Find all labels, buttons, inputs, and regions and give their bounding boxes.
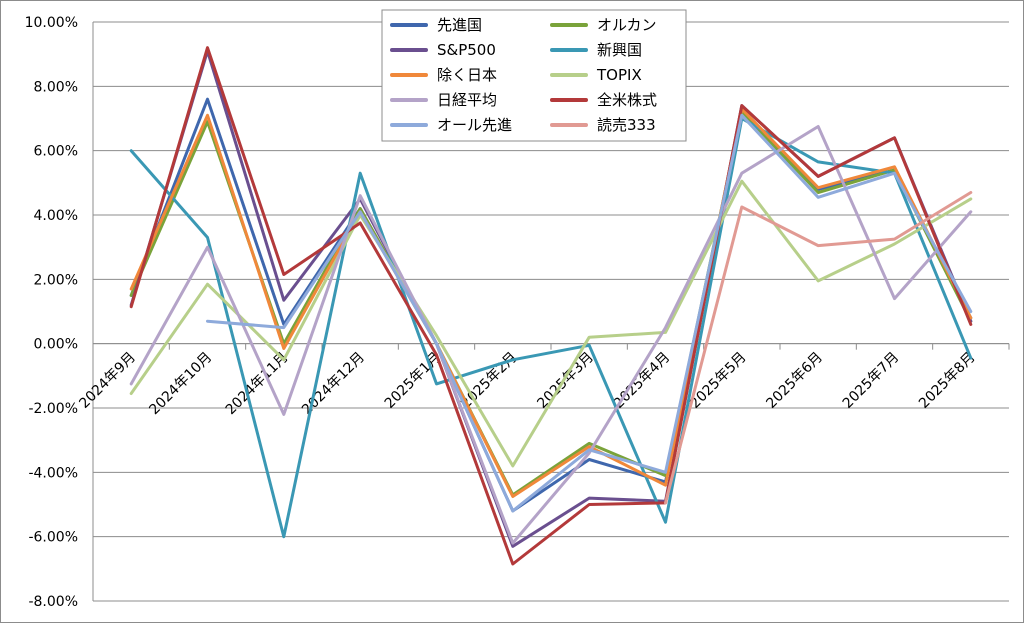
legend-label: 新興国 (597, 41, 642, 59)
y-tick-label: 2.00% (34, 272, 78, 288)
legend-label: 除く日本 (437, 66, 497, 84)
axes (92, 22, 1010, 601)
y-tick-label: 0.00% (34, 337, 78, 353)
series-line (664, 191, 973, 505)
y-tick-label: -8.00% (28, 594, 78, 610)
legend-label: TOPIX (596, 66, 642, 84)
x-tick-label: 2024年9月 (76, 349, 139, 412)
y-tick-label: 8.00% (34, 79, 78, 95)
legend-label: 日経平均 (437, 91, 497, 109)
y-tick-label: 10.00% (25, 15, 78, 31)
legend-label: 先進国 (437, 16, 482, 34)
legend-box (381, 9, 687, 142)
x-tick-label: 2025年8月 (916, 349, 979, 412)
y-tick-label: -2.00% (28, 401, 78, 417)
series-line (129, 107, 973, 498)
series-line (129, 117, 973, 539)
legend-label: オルカン (597, 16, 657, 34)
y-tick-label: -4.00% (28, 465, 78, 481)
series-line (129, 97, 973, 513)
series-line (206, 113, 973, 513)
series-line (129, 179, 973, 468)
y-tick-label: -6.00% (28, 530, 78, 546)
legend-label: 全米株式 (597, 91, 657, 109)
legend-label: S&P500 (437, 41, 496, 59)
series-line (129, 125, 973, 545)
y-axis-ticks: -8.00% -6.00% -4.00% -2.00% 0.00% 2.00% 4.00% 6… (25, 15, 78, 610)
legend-label: オール先進 (437, 116, 512, 134)
legend-label: 読売333 (597, 116, 656, 134)
x-tick-label: 2025年7月 (840, 349, 903, 412)
series-line (129, 46, 973, 566)
y-tick-label: 6.00% (34, 144, 78, 160)
y-tick-label: 4.00% (34, 208, 78, 224)
x-tick-label: 2025年6月 (763, 349, 826, 412)
x-tick-label: 2025年3月 (534, 349, 597, 412)
series-lines (129, 46, 973, 566)
